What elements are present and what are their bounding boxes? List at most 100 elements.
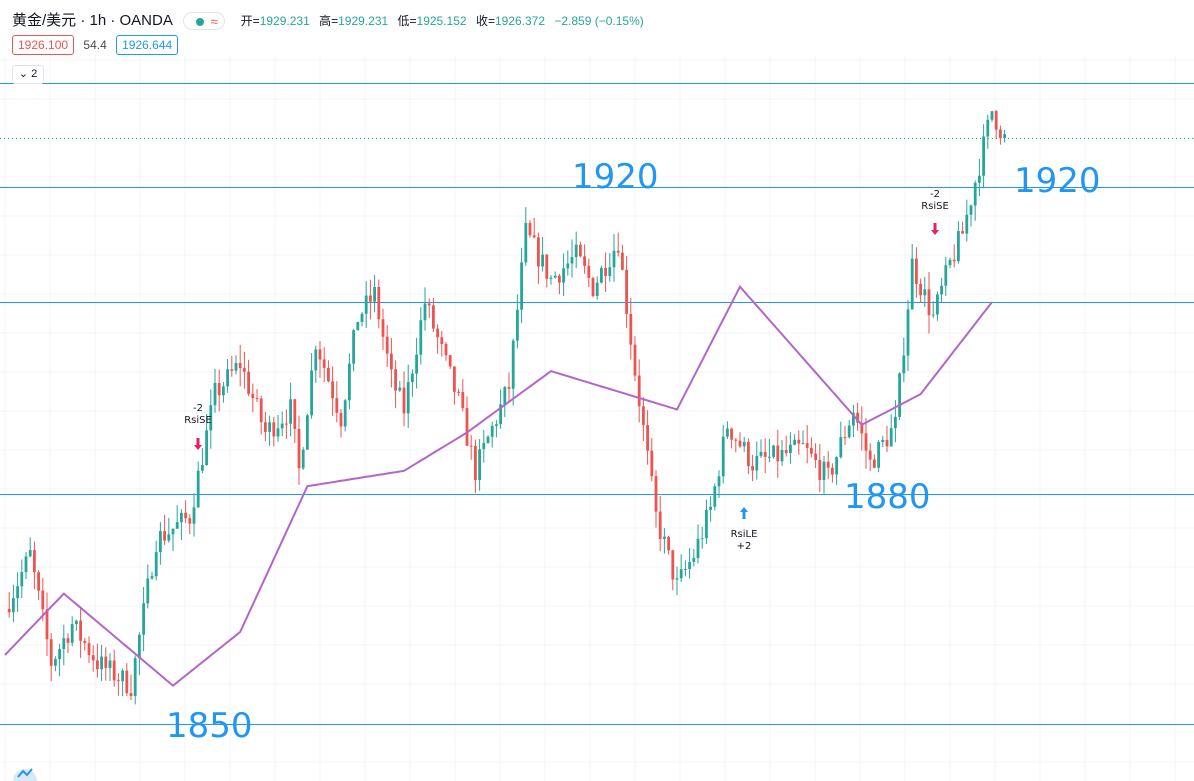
candle-body (713, 486, 717, 507)
candle-body (222, 386, 225, 396)
candle-body (138, 634, 141, 659)
candle-body (259, 398, 263, 423)
candle-body (247, 371, 250, 394)
candle-body (112, 660, 116, 681)
candle-body (654, 476, 658, 512)
candle-body (217, 382, 221, 396)
candle-body (810, 447, 813, 454)
candle-body (507, 387, 511, 389)
candle-body (818, 459, 822, 481)
candle-body (406, 382, 410, 414)
candle-body (759, 451, 763, 456)
candle-body (54, 659, 57, 666)
candle-body (969, 205, 973, 215)
candle-body (478, 449, 481, 480)
candle-body (994, 111, 998, 130)
candle-body (973, 182, 977, 206)
candle-body (230, 369, 234, 371)
candle-body (700, 538, 704, 540)
candle-body (394, 369, 397, 391)
candle-body (566, 263, 570, 269)
candle-body (280, 423, 284, 429)
candle-body (894, 416, 897, 429)
arrow-down-icon (194, 438, 202, 450)
candle-body (931, 314, 935, 316)
candle-body (856, 412, 859, 423)
signal-qty: -2 (193, 403, 203, 414)
candle-body (306, 415, 309, 450)
candle-body (776, 445, 780, 462)
candle-body (570, 257, 574, 264)
candle-body (545, 254, 549, 279)
candle-body (553, 275, 557, 278)
candle-body (243, 368, 246, 372)
candle-body (579, 244, 582, 257)
candle-body (805, 443, 809, 448)
candle-body (864, 433, 868, 451)
candle-body (910, 258, 914, 310)
high-value: 1929.231 (338, 14, 389, 28)
candle-body (486, 436, 490, 443)
candle-body (91, 655, 95, 661)
candle-body (902, 355, 906, 374)
candle-body (516, 309, 519, 341)
candle-body (381, 319, 385, 337)
candle-body (574, 244, 578, 258)
candle-body (41, 590, 45, 610)
candle-body (201, 465, 204, 471)
candle-body (289, 399, 292, 424)
ask-price-button[interactable]: 1926.644 (116, 35, 179, 55)
status-pill[interactable]: ≈ (182, 12, 225, 31)
low-label: 低= (397, 14, 417, 28)
candle-body (411, 373, 414, 383)
candle-body (944, 265, 948, 286)
candle-body (503, 387, 507, 405)
candle-body (415, 354, 418, 374)
candle-body (646, 425, 649, 451)
candle-body (898, 373, 901, 417)
candle-body (297, 428, 301, 469)
candle-body (621, 252, 624, 270)
candle-body (268, 422, 271, 432)
signal-label: RsiSE (921, 201, 949, 212)
candle-body (104, 656, 108, 668)
candle-body (520, 262, 523, 310)
candle-body (852, 412, 855, 426)
candle-body (20, 572, 24, 587)
candle-body (738, 440, 742, 447)
candle-body (238, 363, 242, 369)
candle-body (591, 277, 595, 297)
candle-body (843, 437, 847, 439)
candle-body (990, 111, 994, 120)
candle-body (600, 267, 603, 283)
candle-body (339, 412, 343, 427)
candle-body (511, 340, 515, 389)
candle-body (763, 451, 767, 457)
candle-body (154, 552, 158, 577)
signal-markers (194, 223, 939, 519)
bid-price-button[interactable]: 1926.100 (12, 35, 75, 55)
symbol-title[interactable]: 黄金/美元 · 1h · OANDA (12, 12, 173, 29)
candle-body (465, 408, 469, 446)
candle-body (167, 534, 171, 541)
candle-body (873, 459, 876, 468)
candle-body (327, 367, 330, 382)
candle-body (717, 476, 721, 487)
candle-body (100, 656, 103, 670)
candle-body (264, 422, 267, 432)
candle-body (721, 436, 725, 477)
candle-body (385, 336, 389, 354)
candle-body (163, 531, 166, 541)
tradingview-logo-icon[interactable] (12, 763, 38, 781)
candle-body (541, 254, 544, 267)
candle-body (58, 649, 61, 660)
candle-body (255, 398, 259, 400)
candle-body (62, 638, 66, 650)
candle-body (780, 450, 784, 462)
candle-body (121, 670, 124, 682)
grid (0, 55, 1194, 781)
collapse-indicators-button[interactable]: ⌄ 2 (12, 65, 44, 84)
signal-sell-1: -2 RsiSE (183, 403, 213, 427)
candle-body (360, 313, 364, 322)
